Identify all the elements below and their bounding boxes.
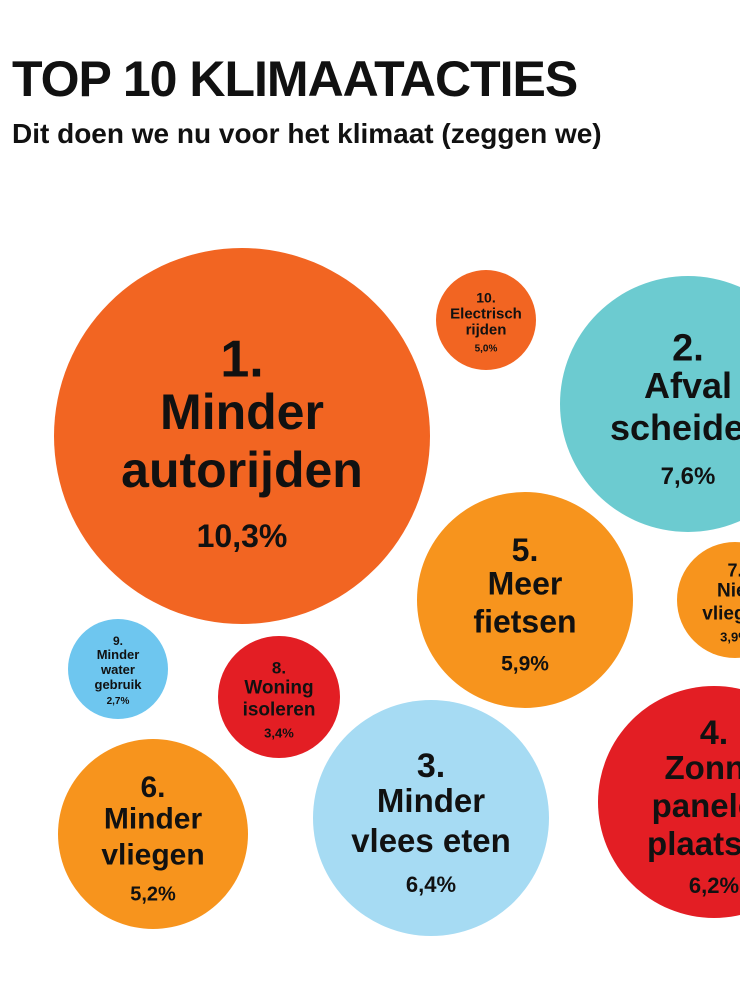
bubble-label: rijden [466,321,507,338]
bubble-value: 5,9% [501,653,549,676]
bubble-label: Electrisch [450,305,522,322]
bubble-circle [677,542,740,658]
bubble-circle [560,276,740,532]
page-title: TOP 10 KLIMAATACTIES [12,51,578,107]
bubble-label: vliegen [702,603,740,624]
bubble-rank: 1. [220,331,263,389]
bubble-label: fietsen [473,604,576,640]
bubble-label: scheiden [610,407,740,448]
bubble-circle [417,492,633,708]
bubble-label: Zonne [665,749,740,786]
bubble-value: 5,0% [475,343,498,354]
bubble-label: Meer [488,566,563,602]
bubble-rank: 10. [476,290,495,306]
bubble-label: Minder [160,384,324,440]
bubble-value: 7,6% [661,463,716,490]
bubble-rank: 4. [700,714,728,752]
bubble-7: 7.Nietvliegen 3,9% [677,542,740,658]
bubble-value: 3,4% [264,726,294,741]
bubble-rank: 3. [417,747,445,785]
bubble-rank: 6. [140,771,165,804]
bubble-circle [598,686,740,918]
bubble-value: 5,2% [130,884,176,906]
bubble-circle [313,700,549,936]
bubble-circle [68,619,168,719]
bubble-label: vlees eten [351,822,511,859]
bubble-label: Woning [244,678,313,699]
bubble-label: Minder [104,803,203,836]
bubble-circle [58,739,248,929]
bubble-label: autorijden [121,442,363,498]
bubble-label: vliegen [101,839,204,872]
bubble-4: 4.Zonnepanelenplaatsen 6,2% [598,686,740,918]
bubble-label: Afval [644,365,732,406]
bubble-label: isoleren [243,700,316,721]
bubble-label: panelen [652,787,740,824]
bubble-rank: 7. [727,560,740,580]
bubble-label: Minder [377,782,485,819]
bubble-circle [436,270,536,370]
bubble-circle [54,248,430,624]
bubble-rank: 2. [672,327,704,369]
bubble-rank: 5. [512,532,539,568]
bubble-label: gebruik [95,677,143,692]
bubble-value: 10,3% [197,518,288,554]
bubble-2: 2.Afvalscheiden 7,6% [560,276,740,532]
bubble-label: plaatsen [647,825,740,862]
bubble-label: Minder [97,647,140,662]
bubble-value: 6,2% [689,873,739,898]
bubble-rank: 9. [113,634,123,648]
bubble-value: 3,9% [720,629,740,644]
page-subtitle: Dit doen we nu voor het klimaat (zeggen … [12,118,602,149]
bubble-value: 2,7% [107,696,130,707]
bubble-rank: 8. [272,659,286,678]
bubble-circle [218,636,340,758]
bubble-label: water [100,662,135,677]
bubble-value: 6,4% [406,872,456,897]
bubble-label: Niet [717,580,740,601]
